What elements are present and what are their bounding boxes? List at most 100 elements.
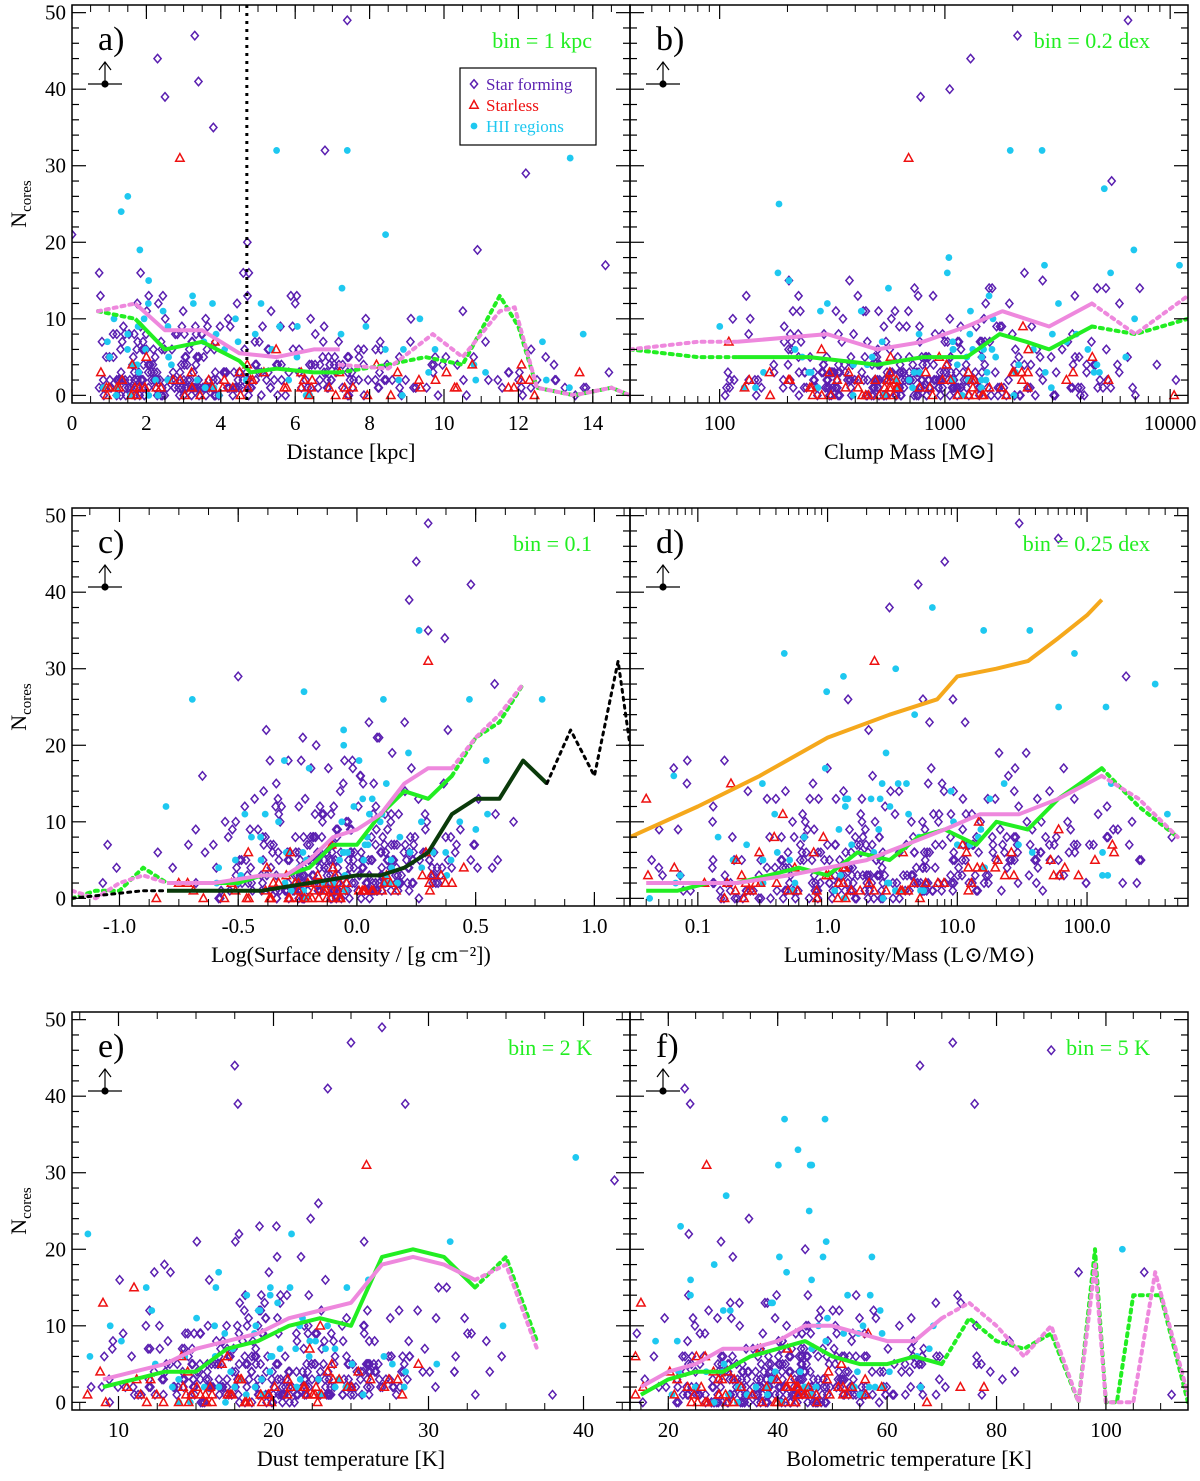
scatter-point-hii xyxy=(1038,147,1046,154)
scatter-point-sf xyxy=(200,847,210,858)
scatter-point-sf xyxy=(201,1374,211,1385)
scatter-point-sl xyxy=(323,876,335,887)
scatter-point-sl xyxy=(640,792,652,803)
series-line-pink-dotted xyxy=(1099,773,1180,840)
scatter-point-sf xyxy=(680,1083,690,1094)
scatter-point-sf xyxy=(179,359,189,371)
scatter-point-sl xyxy=(764,389,776,400)
scatter-point-sl xyxy=(242,846,254,857)
scatter-point-sf xyxy=(284,854,294,866)
scatter-point-sl xyxy=(682,1380,694,1391)
scatter-point-sf xyxy=(264,1266,274,1278)
scatter-point-hii xyxy=(710,1261,718,1268)
scatter-point-sl xyxy=(902,884,914,895)
scatter-point-hii xyxy=(466,695,473,703)
scatter-point-sf xyxy=(120,1381,130,1393)
scatter-point-sf xyxy=(843,693,853,705)
scatter-point-sf xyxy=(796,336,806,348)
scatter-point-sf xyxy=(695,1328,705,1339)
scatter-point-sf xyxy=(469,351,479,363)
scatter-point-hii xyxy=(415,627,423,634)
scatter-point-sl xyxy=(1073,869,1084,880)
scatter-point-sf xyxy=(144,1381,154,1393)
y-tick-label: 10 xyxy=(45,307,66,331)
scatter-point-hii xyxy=(1099,849,1106,856)
scatter-point-sf xyxy=(833,389,843,401)
scatter-point-sf xyxy=(728,1251,738,1263)
scatter-point-sf xyxy=(780,885,790,897)
scatter-point-sf xyxy=(322,1389,332,1401)
scatter-point-sl xyxy=(315,1388,327,1399)
scatter-point-sf xyxy=(302,1358,312,1370)
scatter-point-hii xyxy=(368,795,376,803)
scatter-point-sf xyxy=(848,877,858,889)
y-tick-label: 50 xyxy=(45,504,66,528)
scatter-point-sf xyxy=(861,839,871,851)
scatter-point-sf xyxy=(367,854,377,866)
scatter-point-hii xyxy=(331,1383,339,1391)
scatter-point-hii xyxy=(336,856,343,864)
scatter-point-sf xyxy=(149,367,159,378)
scatter-point-sf xyxy=(777,1366,787,1378)
scatter-point-sl xyxy=(100,1396,112,1407)
scatter-point-sf xyxy=(1074,1266,1084,1278)
scatter-point-hii xyxy=(117,1337,125,1345)
scatter-point-sl xyxy=(1007,366,1019,377)
scatter-point-sf xyxy=(503,367,513,378)
scatter-point-sf xyxy=(831,793,841,805)
scatter-point-hii xyxy=(652,1337,659,1345)
scatter-point-sf xyxy=(725,382,735,394)
scatter-point-sl xyxy=(390,884,402,895)
scatter-point-sf xyxy=(481,1335,491,1347)
scatter-point-sf xyxy=(191,824,201,835)
scatter-point-sl xyxy=(961,846,973,857)
scatter-point-sf xyxy=(970,870,980,881)
scatter-point-sf xyxy=(987,831,997,843)
scatter-point-hii xyxy=(355,757,363,764)
scatter-point-sf xyxy=(750,374,760,386)
scatter-point-sl xyxy=(221,1350,233,1361)
scatter-point-sf xyxy=(1106,382,1116,394)
scatter-point-sf xyxy=(903,305,914,317)
y-tick-label: 0 xyxy=(56,1390,67,1414)
scatter-point-sl xyxy=(1016,366,1028,377)
series-line-dark-green xyxy=(167,758,549,893)
scatter-point-sf xyxy=(408,382,419,394)
scatter-point-sf xyxy=(1134,854,1144,866)
scatter-point-sf xyxy=(221,1320,232,1332)
scatter-point-sf xyxy=(947,382,957,394)
scatter-point-sf xyxy=(860,351,870,363)
scatter-point-hii xyxy=(215,1268,223,1276)
scatter-point-sf xyxy=(894,1320,904,1332)
scatter-point-sf xyxy=(364,1389,374,1401)
scatter-point-sf xyxy=(208,122,218,133)
scatter-point-sf xyxy=(1059,762,1069,774)
scatter-point-sf xyxy=(145,1343,155,1355)
scatter-point-sf xyxy=(952,1289,963,1301)
scatter-point-sf xyxy=(958,824,968,835)
scatter-point-hii xyxy=(103,338,111,346)
scatter-point-sf xyxy=(429,870,439,881)
scatter-point-sl xyxy=(524,373,536,384)
scatter-point-sl xyxy=(945,373,957,384)
x-tick-label: -1.0 xyxy=(103,914,136,938)
scatter-point-sf xyxy=(773,1351,783,1362)
scatter-point-sl xyxy=(743,373,755,384)
scatter-point-sl xyxy=(854,884,866,895)
scatter-point-sl xyxy=(334,876,346,887)
scatter-point-sf xyxy=(310,1358,320,1370)
scatter-point-sl xyxy=(425,869,437,880)
scatter-point-hii xyxy=(676,871,684,879)
scatter-point-sf xyxy=(1076,382,1086,394)
x-tick-label: 4 xyxy=(216,411,227,435)
scatter-point-sf xyxy=(259,839,269,851)
scatter-point-sf xyxy=(981,298,991,309)
scatter-point-sf xyxy=(277,1396,288,1408)
scatter-point-sf xyxy=(890,808,900,820)
scatter-point-sf xyxy=(191,359,201,371)
scatter-point-sf xyxy=(916,91,926,103)
scatter-point-sf xyxy=(366,854,376,866)
scatter-point-sl xyxy=(365,1373,376,1384)
scatter-point-sf xyxy=(745,313,755,325)
